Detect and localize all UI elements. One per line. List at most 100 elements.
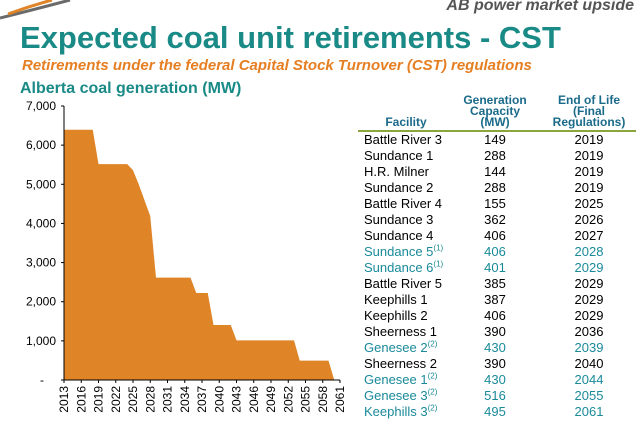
table-row: Sheerness 1 390 2036 [358,324,636,340]
capacity-cell: 144 [484,164,506,179]
capacity-cell: 362 [484,212,506,227]
table-row: Keephills 1 387 2029 [358,292,636,308]
page-title: Expected coal unit retirements - CST [20,20,561,55]
table-row: Sundance 4 406 2027 [358,228,636,244]
x-tick-label: 2049 [264,386,278,413]
footnote-marker: (1) [433,243,444,253]
capacity-cell: 390 [484,356,506,371]
end-of-life-cell: 2029 [574,260,604,275]
capacity-cell: 288 [484,180,506,195]
facility-cell: Sundance 6(1) [364,259,444,275]
facility-cell: Keephills 3(2) [364,403,438,419]
facility-cell: Battle River 3 [364,132,443,147]
facility-cell: Sundance 4 [364,228,434,243]
footnote-marker: (2) [427,371,438,381]
facility-cell: Battle River 5 [364,276,443,291]
facility-cell: Keephills 2 [364,308,428,323]
header-facility: Facility [385,115,427,129]
capacity-cell: 406 [484,244,506,259]
x-tick-label: 2052 [281,386,295,413]
capacity-cell: 387 [484,292,506,307]
x-tick-label: 2019 [92,386,106,413]
y-tick-label: 5,000 [26,177,56,191]
end-of-life-cell: 2061 [574,404,604,419]
x-tick-label: 2061 [333,386,347,413]
facility-cell: Sundance 5(1) [364,243,444,259]
capacity-cell: 516 [484,388,506,403]
x-tick-label: 2046 [247,386,261,413]
facility-cell: Genesee 3(2) [364,387,438,403]
x-tick-label: 2025 [126,386,140,413]
facility-cell: Keephills 1 [364,292,428,307]
x-tick-label: 2022 [109,386,123,413]
y-tick-label: 1,000 [26,334,56,348]
facility-cell: Sundance 1 [364,148,434,163]
y-tick-label: 7,000 [26,99,56,113]
facility-cell: Sheerness 1 [364,324,437,339]
end-of-life-cell: 2040 [574,356,604,371]
y-tick-label: 3,000 [26,256,56,270]
end-of-life-cell: 2026 [574,212,604,227]
end-of-life-cell: 2029 [574,276,604,291]
capacity-cell: 430 [484,340,506,355]
x-tick-label: 2016 [74,386,88,413]
table-row: Sheerness 2 390 2040 [358,356,636,372]
capacity-cell: 406 [484,228,506,243]
capacity-cell: 406 [484,308,506,323]
capacity-cell: 390 [484,324,506,339]
table-row: Keephills 3(2) 495 2061 [358,404,636,420]
x-tick-label: 2028 [143,386,157,413]
x-tick-label: 2013 [57,386,71,413]
end-of-life-cell: 2028 [574,244,604,259]
table-row: Sundance 1 288 2019 [358,148,636,164]
capacity-cell: 385 [484,276,506,291]
end-of-life-cell: 2029 [574,308,604,323]
x-tick-label: 2058 [316,386,330,413]
facility-cell: Sheerness 2 [364,356,437,371]
header-tag: AB power market upside [446,0,634,14]
end-of-life-cell: 2029 [574,292,604,307]
y-tick-label: - [40,373,44,387]
footnote-marker: (2) [427,387,438,397]
y-tick-label: 4,000 [26,216,56,230]
end-of-life-cell: 2019 [574,148,604,163]
end-of-life-cell: 2027 [574,228,604,243]
footnote-marker: (2) [427,339,438,349]
table-row: Genesee 1(2) 430 2044 [358,372,636,388]
table-row: Sundance 5(1) 406 2028 [358,244,636,260]
capacity-cell: 430 [484,372,506,387]
header-capacity: Generation Capacity (MW) [463,93,527,129]
retirements-table: Facility Generation Capacity (MW) End of… [358,88,636,420]
capacity-cell: 149 [484,132,506,147]
table-row: Genesee 2(2) 430 2039 [358,340,636,356]
table-row: H.R. Milner 144 2019 [358,164,636,180]
coal-generation-chart: - 1,000 2,000 3,000 4,000 5,000 6,000 7,000 2013… [26,99,347,413]
table-row: Sundance 2 288 2019 [358,180,636,196]
header-end-of-life: End of Life (Final Regulations) [552,93,626,129]
y-tick-label: 2,000 [26,295,56,309]
table-header: Facility Generation Capacity (MW) End of… [358,88,636,132]
x-tick-label: 2034 [178,386,192,413]
x-tick-label: 2037 [195,386,209,413]
end-of-life-cell: 2039 [574,340,604,355]
table-row: Battle River 3 149 2019 [358,132,636,148]
end-of-life-cell: 2019 [574,164,604,179]
table-row: Battle River 5 385 2029 [358,276,636,292]
end-of-life-cell: 2036 [574,324,604,339]
table-row: Genesee 3(2) 516 2055 [358,388,636,404]
coal-generation-area [64,129,335,380]
facility-cell: Battle River 4 [364,196,443,211]
end-of-life-cell: 2019 [574,132,604,147]
end-of-life-cell: 2055 [574,388,604,403]
y-tick-label: 6,000 [26,138,56,152]
table-row: Keephills 2 406 2029 [358,308,636,324]
footnote-marker: (2) [427,403,438,413]
end-of-life-cell: 2044 [574,372,604,387]
capacity-cell: 401 [484,260,506,275]
x-tick-label: 2043 [230,386,244,413]
end-of-life-cell: 2025 [574,196,604,211]
capacity-cell: 495 [484,404,506,419]
table-row: Sundance 3 362 2026 [358,212,636,228]
end-of-life-cell: 2019 [574,180,604,195]
x-tick-label: 2031 [161,386,175,413]
